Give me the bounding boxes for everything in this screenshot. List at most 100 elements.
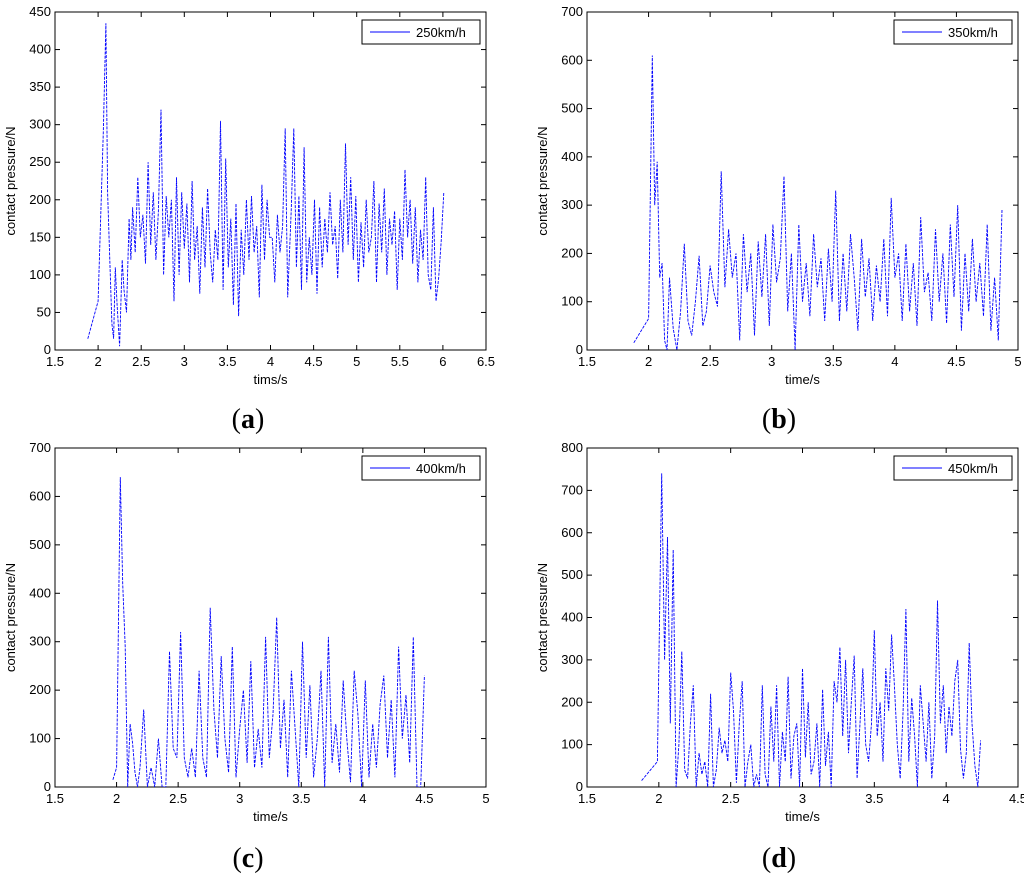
y-tick-label: 700 <box>561 482 583 497</box>
x-tick-label: 2 <box>94 354 101 369</box>
x-tick-label: 4 <box>267 354 274 369</box>
x-tick-label: 2.5 <box>701 354 719 369</box>
panel-paren-close: ) <box>254 843 263 874</box>
x-tick-label: 3.5 <box>865 791 883 806</box>
x-tick-label: 5 <box>353 354 360 369</box>
y-tick-label: 200 <box>561 694 583 709</box>
legend-label: 400km/h <box>416 461 466 476</box>
chart-panel-c: 1.5 2 2.5 3 3.5 4 4.5 5 0 100 200 300 400 500 600 700 ti… <box>3 440 490 874</box>
x-tick-label: 3 <box>236 791 243 806</box>
y-axis-label: contact pressure/N <box>3 126 18 235</box>
legend: 250km/h <box>361 19 481 45</box>
y-tick-label: 500 <box>561 567 583 582</box>
x-tick-label: 2 <box>113 791 120 806</box>
y-tick-label: 400 <box>29 42 51 57</box>
x-tick-label: 3.5 <box>218 354 236 369</box>
y-tick-label: 100 <box>561 294 583 309</box>
y-tick-label: 350 <box>29 79 51 94</box>
y-tick-label: 500 <box>29 537 51 552</box>
y-tick-label: 0 <box>44 342 51 357</box>
x-tick-label: 6 <box>439 354 446 369</box>
series-line-450km/h <box>641 473 982 787</box>
y-tick-label: 100 <box>29 731 51 746</box>
x-tick-label: 1.5 <box>46 354 64 369</box>
panel-label: (b) <box>762 404 796 435</box>
x-tick-label: 4.5 <box>1009 791 1024 806</box>
x-tick-label: 4.5 <box>415 791 433 806</box>
y-tick-label: 600 <box>29 488 51 503</box>
y-tick-label: 450 <box>29 4 51 19</box>
x-tick-label: 3.5 <box>292 791 310 806</box>
legend-label: 450km/h <box>948 461 998 476</box>
y-axis-label: contact pressure/N <box>3 563 18 672</box>
y-tick-label: 400 <box>561 149 583 164</box>
y-tick-label: 200 <box>561 245 583 260</box>
x-tick-label: 5 <box>482 791 489 806</box>
chart-panel-a: 1.5 2 2.5 3 3.5 4 4.5 5 5.5 6 6.5 0 50 100 150 200 250 30… <box>3 4 495 435</box>
panel-paren-close: ) <box>787 404 796 435</box>
legend-label: 350km/h <box>948 25 998 40</box>
y-tick-label: 400 <box>29 585 51 600</box>
x-axis-label: time/s <box>785 372 820 387</box>
y-tick-label: 800 <box>561 440 583 455</box>
plot-frame <box>586 447 1019 788</box>
x-tick-label: 4.5 <box>305 354 323 369</box>
y-tick-label: 300 <box>29 634 51 649</box>
x-axis-label: tims/s <box>254 372 288 387</box>
x-tick-label: 3 <box>799 791 806 806</box>
y-tick-label: 50 <box>37 304 51 319</box>
y-tick-label: 700 <box>561 4 583 19</box>
y-tick-label: 500 <box>561 101 583 116</box>
y-tick-label: 0 <box>576 779 583 794</box>
x-tick-label: 1.5 <box>46 791 64 806</box>
y-tick-label: 300 <box>29 117 51 132</box>
panel-letter: a <box>241 404 255 435</box>
panel-label: (a) <box>232 404 265 435</box>
legend: 400km/h <box>361 455 481 481</box>
legend: 450km/h <box>893 455 1013 481</box>
panel-letter: d <box>771 843 787 874</box>
x-axis-label: time/s <box>253 809 288 824</box>
panel-letter: b <box>771 404 787 435</box>
y-tick-label: 200 <box>29 192 51 207</box>
x-tick-label: 5 <box>1014 354 1021 369</box>
x-tick-label: 6.5 <box>477 354 495 369</box>
x-tick-label: 2 <box>655 791 662 806</box>
panel-paren-close: ) <box>787 843 796 874</box>
x-axis-label: time/s <box>785 809 820 824</box>
y-tick-label: 600 <box>561 525 583 540</box>
x-tick-label: 1.5 <box>578 791 596 806</box>
x-tick-label: 2.5 <box>169 791 187 806</box>
x-tick-label: 2.5 <box>722 791 740 806</box>
x-tick-label: 2.5 <box>132 354 150 369</box>
panel-paren-open: ( <box>232 404 241 435</box>
y-tick-label: 100 <box>561 737 583 752</box>
series-line-250km/h <box>87 23 445 347</box>
y-tick-label: 600 <box>561 52 583 67</box>
x-tick-label: 2 <box>645 354 652 369</box>
x-tick-label: 4 <box>891 354 898 369</box>
y-axis-label: contact pressure/N <box>535 126 550 235</box>
x-tick-label: 1.5 <box>578 354 596 369</box>
y-tick-label: 250 <box>29 154 51 169</box>
panel-paren-open: ( <box>762 843 771 874</box>
y-tick-label: 300 <box>561 197 583 212</box>
y-tick-label: 700 <box>29 440 51 455</box>
panel-letter: c <box>242 843 254 874</box>
panel-label: (d) <box>762 843 796 874</box>
x-tick-label: 5.5 <box>391 354 409 369</box>
x-tick-label: 3 <box>181 354 188 369</box>
legend: 350km/h <box>893 19 1013 45</box>
panel-label: (c) <box>232 843 263 874</box>
panel-paren-open: ( <box>762 404 771 435</box>
y-tick-label: 150 <box>29 229 51 244</box>
y-tick-label: 0 <box>44 779 51 794</box>
chart-panel-b: 1.5 2 2.5 3 3.5 4 4.5 5 0 100 200 300 400 500 600 700 ti… <box>535 4 1022 435</box>
y-tick-label: 400 <box>561 610 583 625</box>
y-tick-label: 200 <box>29 682 51 697</box>
x-tick-label: 4 <box>359 791 366 806</box>
y-tick-label: 300 <box>561 652 583 667</box>
x-tick-label: 3 <box>768 354 775 369</box>
panel-paren-close: ) <box>255 404 264 435</box>
